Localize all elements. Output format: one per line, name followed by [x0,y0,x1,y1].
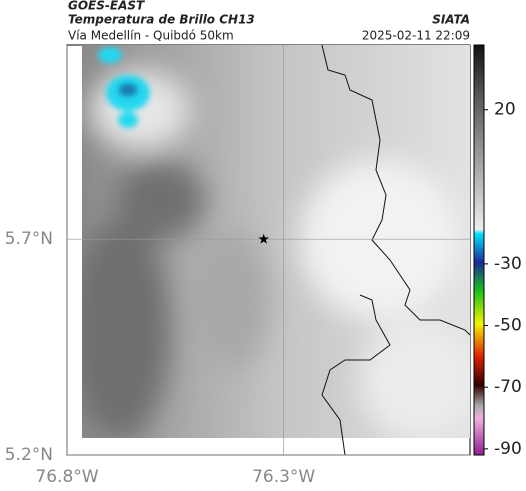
lon-tick-label: 76.3°W [252,467,315,487]
colorbar-tick-label: -90 [494,439,522,459]
colorbar [473,44,485,456]
location-marker [258,233,269,244]
colorbar-tick-label: -50 [494,316,522,336]
lat-tick-label: 5.2°N [5,445,53,465]
imagery [82,45,470,438]
product: Temperatura de Brillo CH13 [68,13,255,27]
border-line [321,44,471,456]
colorbar-tick-label: -30 [494,254,522,274]
lon-tick-label: 76.8°W [35,467,98,487]
colorbar-tick-label: -70 [494,377,522,397]
colorbar-gradient [473,44,485,456]
colorbar-tick-label: 20 [494,100,516,120]
region: Vía Medellín - Quibdó 50km [68,29,234,43]
source: SIATA [432,13,470,27]
lat-tick-label: 5.7°N [5,229,53,249]
timestamp: 2025-02-11 22:09 [362,29,470,43]
satellite: GOES-EAST [68,0,145,13]
